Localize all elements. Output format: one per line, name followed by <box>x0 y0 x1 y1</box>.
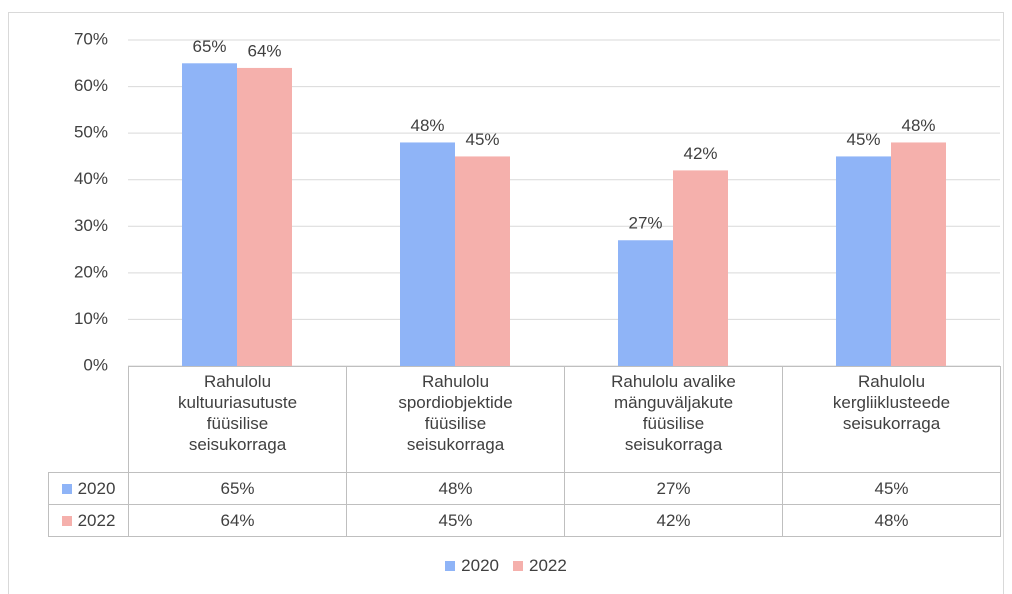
data-label: 48% <box>410 116 444 135</box>
table-cell: 65% <box>128 472 347 505</box>
data-label: 27% <box>628 214 662 233</box>
data-label: 45% <box>846 130 880 149</box>
x-tick-label: Rahulolu kergliiklusteede seisukorraga <box>782 366 1001 473</box>
bar <box>673 170 728 366</box>
y-tick-label: 60% <box>74 76 108 95</box>
bar <box>836 156 891 366</box>
legend-swatch <box>445 561 456 571</box>
series-name: 2022 <box>77 510 116 530</box>
legend: 2020 2022 <box>0 556 1012 576</box>
legend-swatch <box>61 515 72 526</box>
x-tick-label: Rahulolu avalike mänguväljakute füüsilis… <box>564 366 783 473</box>
y-tick-label: 0% <box>83 355 108 374</box>
legend-item: 2020 <box>445 556 499 576</box>
bar <box>455 156 510 366</box>
data-label: 65% <box>192 37 226 56</box>
x-tick-label: Rahulolu spordiobjektide füüsilise seisu… <box>346 366 565 473</box>
legend-swatch <box>513 561 523 571</box>
bar <box>237 67 292 366</box>
table-cell: 42% <box>564 504 783 537</box>
legend-label: 2020 <box>461 556 499 575</box>
table-row-header: 2022 <box>48 504 129 537</box>
data-label: 45% <box>465 130 499 149</box>
legend-item: 2022 <box>513 556 567 576</box>
y-tick-label: 50% <box>74 123 108 142</box>
y-tick-label: 20% <box>74 262 108 281</box>
bar <box>182 63 237 367</box>
y-tick-label: 40% <box>74 169 108 188</box>
y-tick-label: 70% <box>74 29 108 48</box>
table-cell: 45% <box>346 504 565 537</box>
table-cell: 48% <box>346 472 565 505</box>
bar <box>618 240 673 366</box>
y-tick-label: 10% <box>74 309 108 328</box>
x-tick-label: Rahulolu kultuuriasutuste füüsilise seis… <box>128 366 347 473</box>
legend-swatch <box>61 483 72 494</box>
legend-label: 2022 <box>529 556 567 575</box>
table-cell: 27% <box>564 472 783 505</box>
y-tick-label: 30% <box>74 216 108 235</box>
chart-frame <box>8 12 1004 594</box>
table-row-header: 2020 <box>48 472 129 505</box>
data-label: 64% <box>247 41 281 60</box>
bar <box>400 142 455 366</box>
table-cell: 45% <box>782 472 1001 505</box>
table-cell: 48% <box>782 504 1001 537</box>
series-name: 2020 <box>77 478 116 498</box>
data-label: 42% <box>683 144 717 163</box>
data-label: 48% <box>901 116 935 135</box>
table-cell: 64% <box>128 504 347 537</box>
bar <box>891 142 946 366</box>
